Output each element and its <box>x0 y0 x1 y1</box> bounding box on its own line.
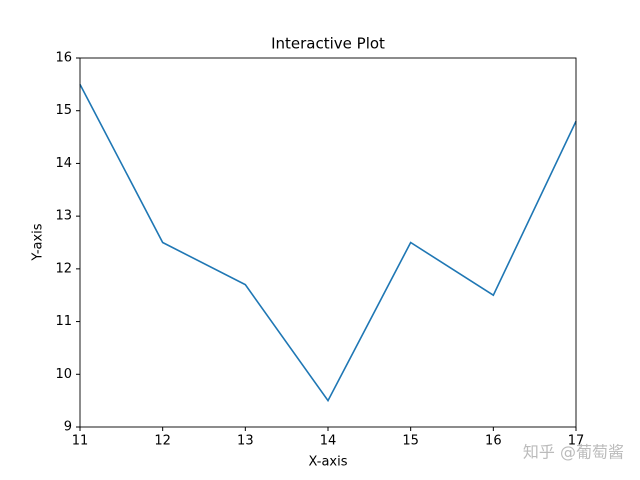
y-tick-label: 16 <box>55 51 72 66</box>
y-tick-label: 12 <box>55 261 72 276</box>
x-tick-label: 12 <box>154 434 171 449</box>
y-tick-label: 9 <box>64 420 72 435</box>
y-axis-label: Y-axis <box>31 223 46 261</box>
x-tick-label: 13 <box>237 434 254 449</box>
watermark: 知乎 @葡萄酱 <box>523 443 624 462</box>
x-tick-label: 14 <box>320 434 337 449</box>
y-tick-label: 13 <box>55 209 72 224</box>
y-tick-label: 15 <box>55 103 72 118</box>
x-tick-label: 11 <box>72 434 89 449</box>
y-tick-label: 14 <box>55 156 72 171</box>
x-tick-label: 17 <box>568 434 585 449</box>
chart-title: Interactive Plot <box>271 35 385 53</box>
y-tick-label: 11 <box>55 314 72 329</box>
plot-frame <box>79 57 577 428</box>
line <box>79 83 577 403</box>
x-axis-label: X-axis <box>309 455 348 470</box>
x-tick-label: 16 <box>485 434 502 449</box>
y-tick-label: 10 <box>55 367 72 382</box>
x-tick-label: 15 <box>402 434 419 449</box>
